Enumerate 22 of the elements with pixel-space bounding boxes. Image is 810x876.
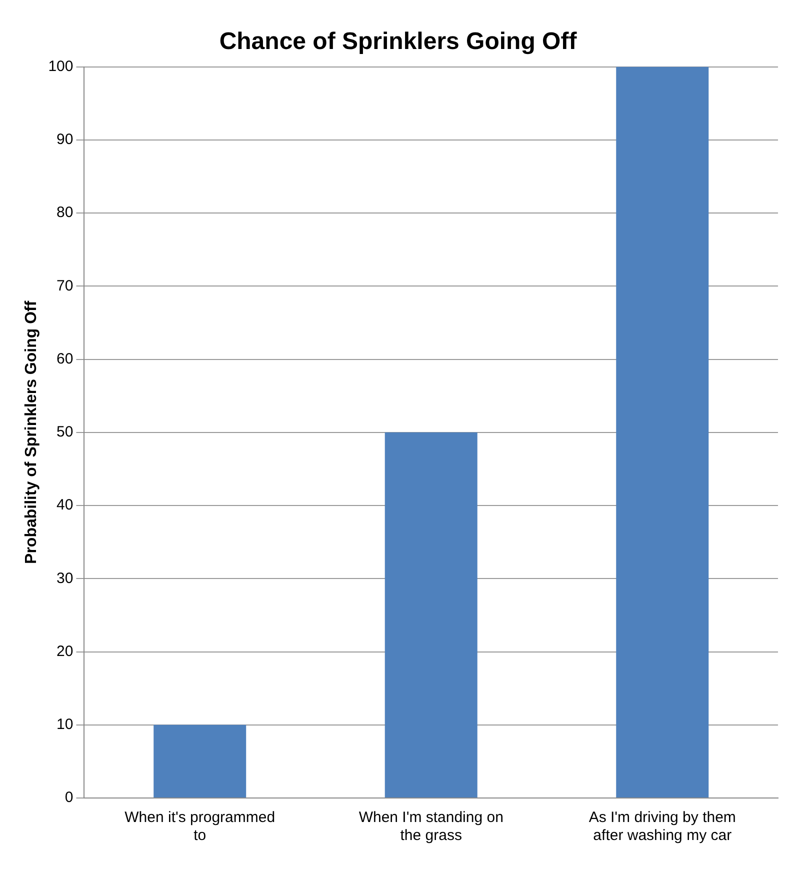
y-tick-label: 60 bbox=[56, 350, 74, 368]
bar bbox=[384, 432, 478, 798]
y-tick-label: 70 bbox=[56, 277, 74, 294]
y-tick-label: 20 bbox=[56, 642, 74, 660]
category-label: As I'm driving by them bbox=[588, 809, 736, 826]
y-tick-label: 30 bbox=[56, 570, 74, 587]
y-tick-label: 0 bbox=[64, 789, 74, 806]
y-tick-label: 50 bbox=[56, 424, 74, 441]
category-label: When I'm standing on bbox=[358, 809, 504, 826]
bar bbox=[616, 66, 709, 798]
category-label: after washing my car bbox=[593, 827, 732, 844]
category-label: the grass bbox=[400, 827, 462, 844]
chart-title: Chance of Sprinklers Going Off bbox=[219, 28, 578, 56]
y-tick-label: 90 bbox=[56, 131, 74, 148]
category-label: to bbox=[194, 827, 206, 844]
y-tick-label: 10 bbox=[56, 716, 74, 734]
y-tick-label: 100 bbox=[48, 58, 74, 75]
y-tick-label: 80 bbox=[56, 204, 74, 222]
y-tick-label: 40 bbox=[56, 496, 74, 514]
y-axis-title: Probability of Sprinklers Going Off bbox=[23, 300, 40, 564]
bar bbox=[154, 724, 246, 798]
category-label: When it's programmed bbox=[124, 809, 276, 826]
